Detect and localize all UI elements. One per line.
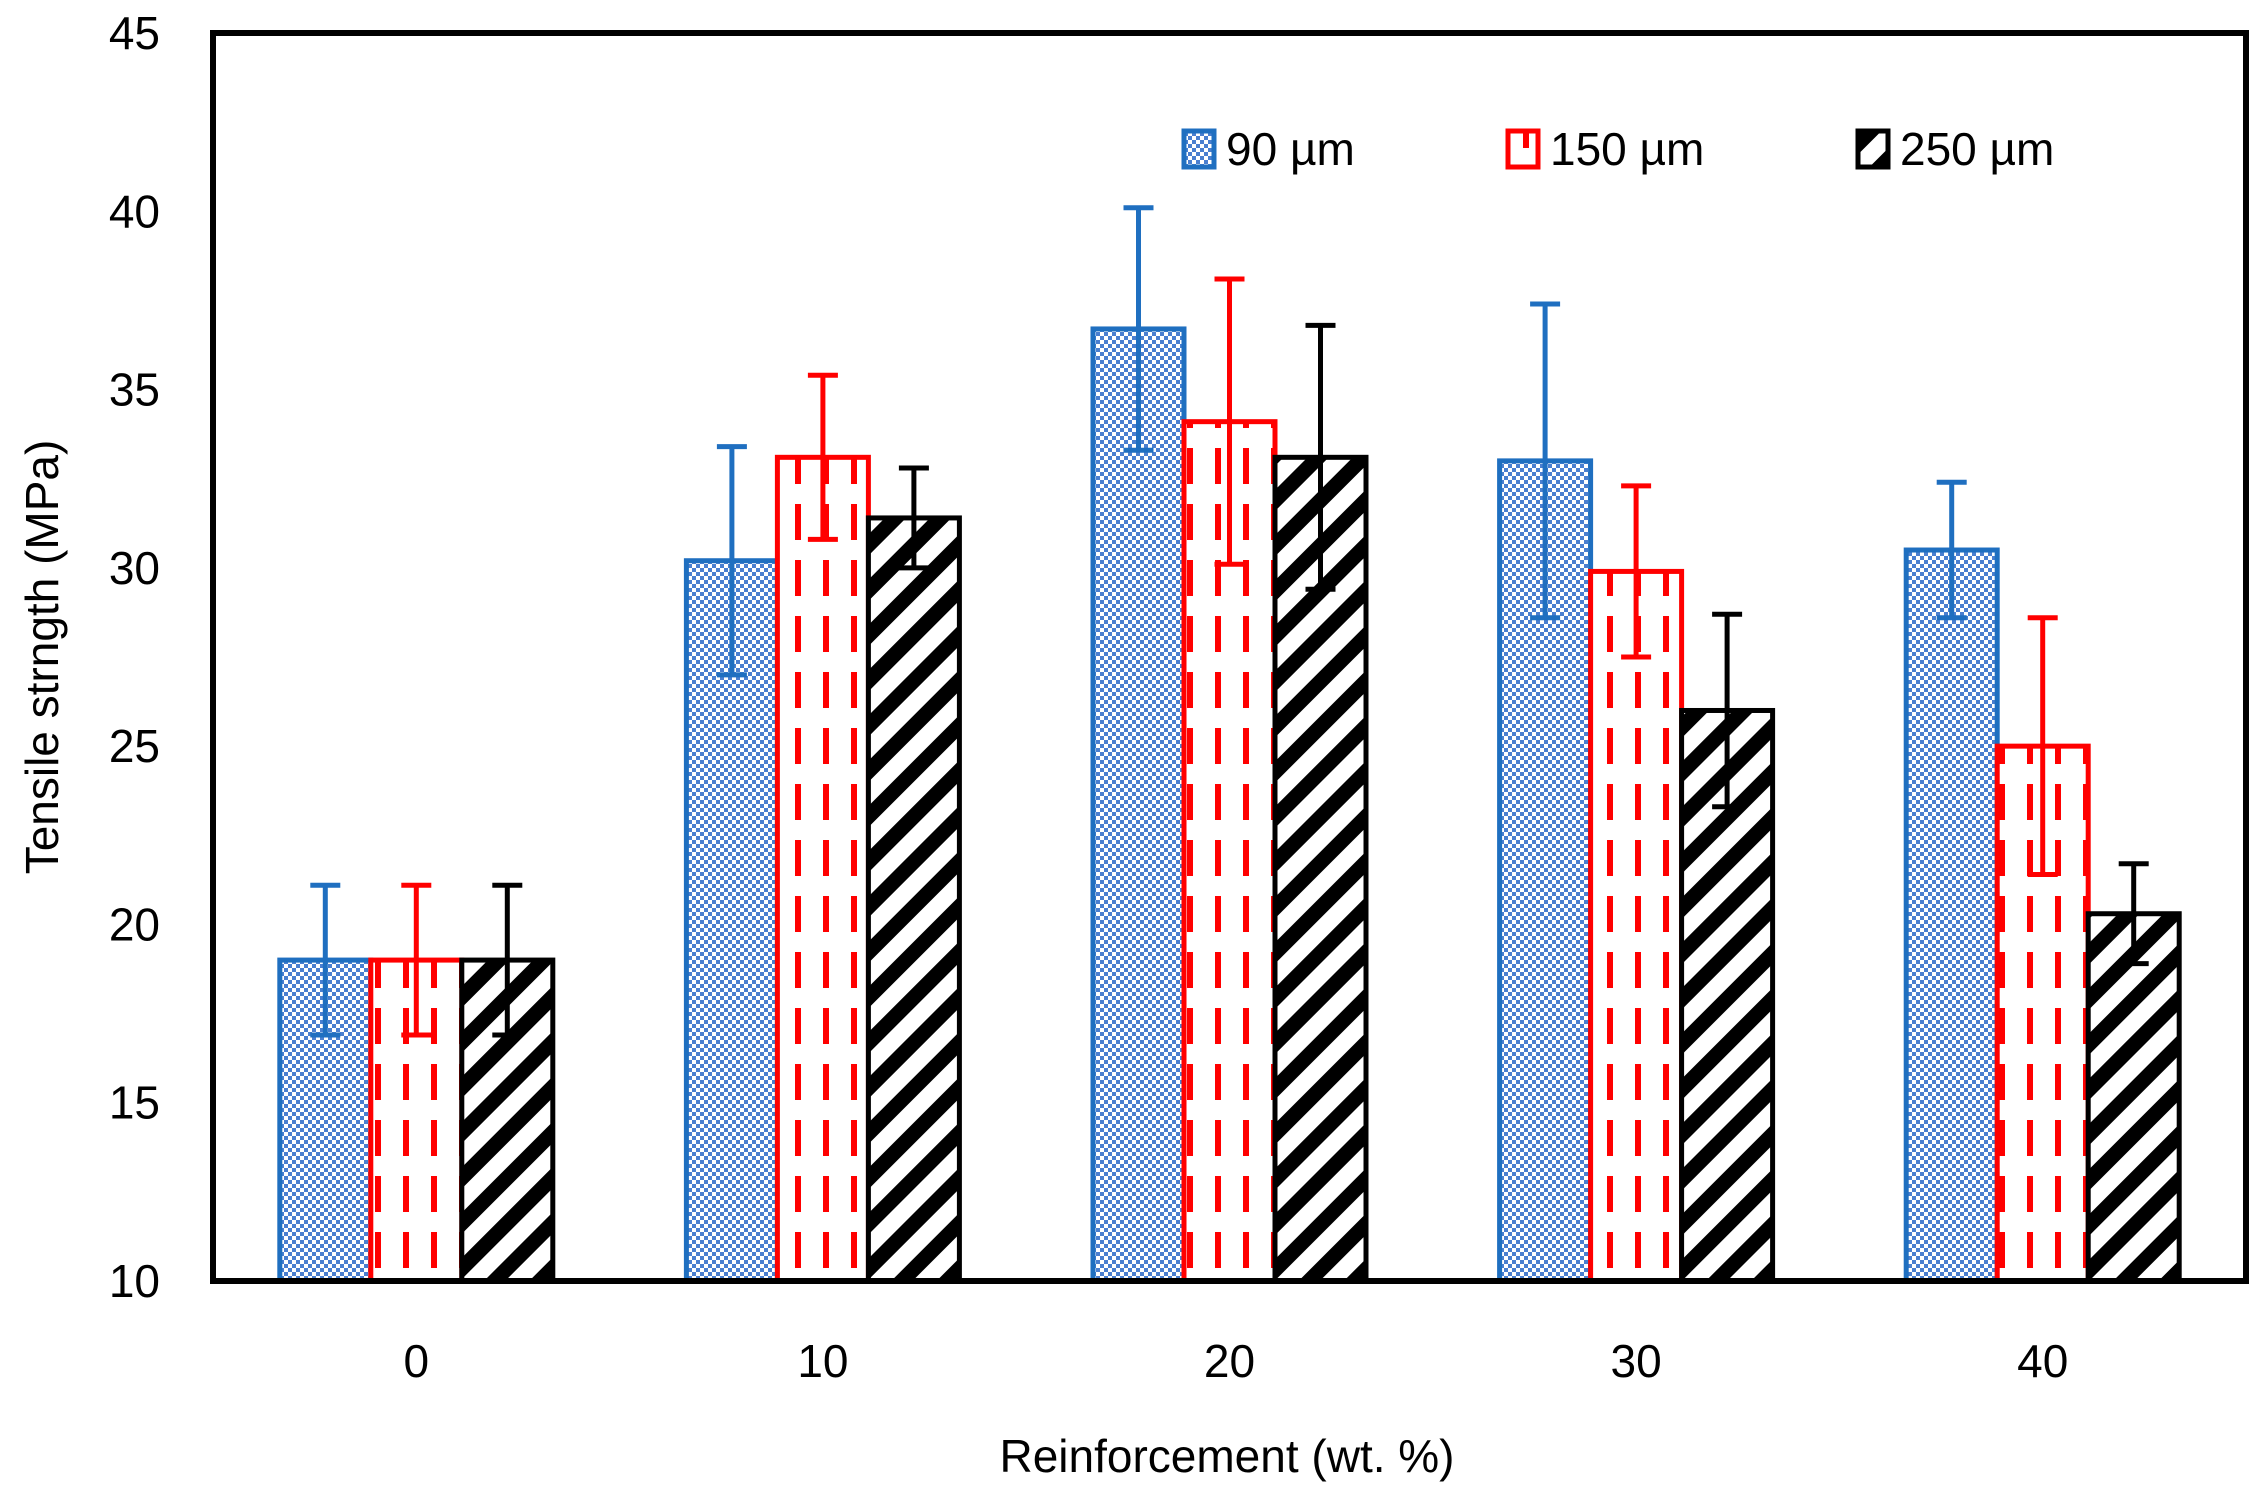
plot-area-frame: [210, 30, 2249, 1284]
legend-label: 250 µm: [1900, 123, 2054, 175]
legend-label: 150 µm: [1550, 123, 1704, 175]
bar-250um-40wt: [2085, 911, 2182, 1284]
legend-item-250um: 250 µm: [1855, 123, 2054, 175]
error-bar-90um-40wt: [1936, 479, 1967, 621]
error-bar-250um-0wt: [492, 882, 523, 1038]
y-tick-label-25: 25: [109, 720, 160, 772]
y-tick-label-15: 15: [109, 1077, 160, 1129]
error-bar-90um-0wt: [310, 882, 341, 1038]
bar-90um-40wt: [1903, 547, 2000, 1284]
x-tick-label-40: 40: [2017, 1335, 2068, 1387]
x-tick-label-20: 20: [1204, 1335, 1255, 1387]
error-bar-90um-30wt: [1530, 301, 1561, 621]
error-bar-90um-20wt: [1123, 205, 1154, 453]
legend-swatch: [1855, 128, 1891, 170]
error-bar-150um-30wt: [1621, 483, 1652, 660]
error-bar-150um-0wt: [401, 882, 432, 1038]
x-tick-label-30: 30: [1611, 1335, 1662, 1387]
legend-swatch: [1181, 128, 1217, 170]
y-tick-label-10: 10: [109, 1255, 160, 1307]
bar-90um-20wt: [1090, 326, 1187, 1284]
y-tick-label-40: 40: [109, 185, 160, 237]
x-tick-label-0: 0: [404, 1335, 430, 1387]
y-axis-title: Tensile strngth (MPa): [16, 440, 68, 875]
y-tick-label-45: 45: [109, 7, 160, 59]
legend: 90 µm 150 µm 250 µm: [1181, 123, 2054, 175]
y-tick-label-35: 35: [109, 364, 160, 416]
error-bar-150um-10wt: [807, 372, 838, 542]
bar-150um-10wt: [774, 454, 871, 1284]
error-bar-150um-20wt: [1214, 276, 1245, 567]
error-bar-250um-10wt: [898, 465, 929, 571]
x-axis-title: Reinforcement (wt. %): [999, 1430, 1454, 1482]
error-bar-250um-30wt: [1712, 611, 1743, 810]
y-tick-label-20: 20: [109, 898, 160, 950]
y-tick-label-30: 30: [109, 542, 160, 594]
bar-250um-10wt: [865, 515, 962, 1284]
legend-item-90um: 90 µm: [1181, 123, 1355, 175]
x-tick-label-10: 10: [797, 1335, 848, 1387]
x-axis-ticks: 0 10 20 30 40: [404, 1335, 2069, 1387]
error-bars-layer: [310, 205, 2149, 1038]
legend-item-150um: 150 µm: [1505, 123, 1704, 175]
error-bar-90um-10wt: [716, 444, 747, 678]
bar-150um-30wt: [1588, 568, 1685, 1284]
bars-layer: [277, 326, 2182, 1284]
y-axis-ticks: 10 15 20 25 30 35 40 45: [109, 7, 160, 1307]
error-bar-150um-40wt: [2027, 615, 2058, 878]
legend-swatch: [1505, 128, 1541, 170]
legend-label: 90 µm: [1226, 123, 1355, 175]
error-bar-250um-20wt: [1305, 322, 1336, 592]
error-bar-250um-40wt: [2118, 861, 2149, 967]
